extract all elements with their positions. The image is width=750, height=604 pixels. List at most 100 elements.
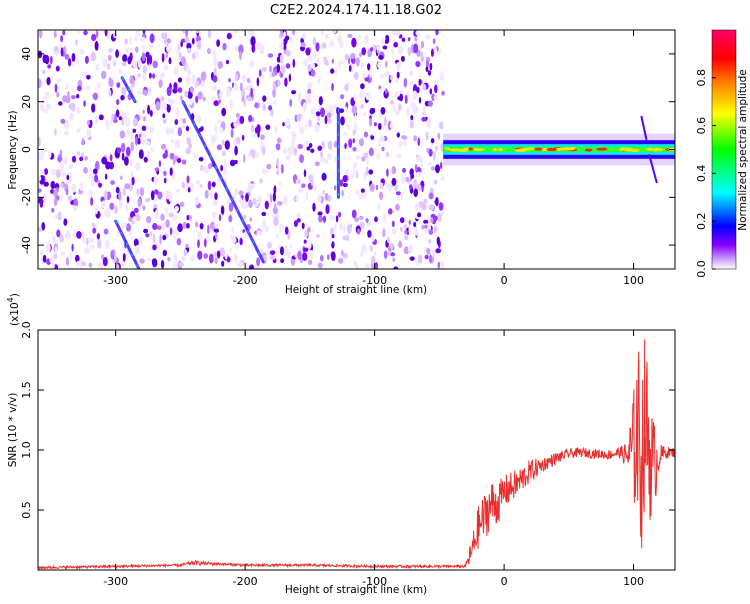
spectrogram-cell	[382, 228, 386, 238]
spectrogram-cell	[96, 30, 99, 38]
spectrogram-cell	[324, 59, 329, 66]
spectrogram-cell	[183, 249, 188, 256]
spectrogram-cell	[364, 77, 369, 82]
spectrogram-cell	[367, 230, 372, 238]
spectrogram-cell	[91, 33, 97, 42]
spectrogram-cell	[356, 57, 360, 67]
spectrogram-cell	[121, 118, 125, 126]
spectrogram-cell	[104, 173, 108, 180]
spectrogram-cell	[268, 105, 273, 111]
spectrogram-cell	[363, 171, 367, 182]
spectrogram-cell	[269, 194, 273, 203]
spectrogram-cell	[374, 251, 377, 256]
spectrogram-cell	[321, 140, 325, 149]
spectrogram-cell	[42, 69, 46, 75]
spectrogram-cell	[377, 61, 382, 69]
spectrogram-cell	[216, 144, 223, 151]
spectrogram-cell	[56, 229, 61, 238]
spectrogram-cell	[209, 190, 213, 200]
snr-x-label: Height of straight line (km)	[285, 584, 427, 596]
spectrogram-cell	[67, 58, 72, 67]
spectrogram-cell	[146, 150, 150, 158]
spectrogram-cell	[149, 43, 154, 49]
spectrogram-cell	[406, 107, 411, 114]
spectrogram-cell	[175, 188, 181, 193]
spectrogram-cell	[69, 112, 74, 122]
spectrogram-cell	[368, 169, 374, 175]
spectrogram-cell	[315, 42, 320, 52]
spectrogram-cell	[250, 148, 254, 156]
spectrogram-cell	[81, 137, 85, 146]
spectrogram-cell	[334, 66, 338, 76]
spectrogram-cell	[254, 151, 259, 159]
spectrogram-cell	[269, 108, 274, 117]
spectrogram-cell	[125, 117, 131, 127]
spectrogram-cell	[320, 157, 326, 163]
spectrogram-cell	[178, 262, 184, 267]
spectrogram-cell	[317, 75, 321, 84]
spectrogram-cell	[364, 263, 371, 269]
spectrogram-cell	[76, 107, 81, 115]
spectrogram-cell	[223, 166, 228, 176]
spectrogram-cell	[44, 91, 50, 99]
spectrogram-cell	[167, 257, 171, 262]
spectrogram-cell	[428, 239, 432, 244]
spectrogram-cell	[396, 71, 400, 79]
spectrogram-cell	[94, 115, 99, 124]
spectrogram-cell	[212, 49, 217, 60]
spectrogram-cell	[368, 118, 373, 127]
spectrogram-cell	[376, 46, 380, 51]
spectrogram-cell	[276, 63, 281, 73]
spectrogram-cell	[425, 60, 430, 68]
spectrogram-cell	[356, 263, 359, 269]
spectrogram-cell	[38, 182, 41, 188]
spectrogram-cell	[137, 73, 142, 78]
spectrogram-cell	[63, 156, 68, 166]
spectrogram-cell	[213, 100, 219, 107]
spectrogram-cell	[302, 252, 308, 261]
spectrogram-cell	[194, 196, 199, 206]
spectrogram-cell	[359, 90, 365, 99]
spectrogram-cell	[128, 217, 133, 222]
spectrogram-cell	[207, 224, 210, 234]
x-tick-label: 0	[501, 274, 508, 287]
spectrogram-cell	[326, 153, 332, 160]
spectrogram-cell	[126, 128, 130, 137]
spectrogram-cell	[65, 188, 69, 196]
spectrogram-cell	[389, 122, 393, 129]
spectrogram-cell	[424, 254, 429, 260]
spectrogram-cell	[177, 157, 182, 164]
spectrogram-cell	[395, 203, 400, 211]
spectrogram-cell	[274, 202, 277, 213]
spectrogram-cell	[359, 215, 364, 220]
spectrogram-cell	[171, 139, 175, 144]
spectrogram-cell	[391, 177, 397, 186]
spectrogram-cell	[386, 168, 389, 177]
signal-band-peak	[646, 147, 653, 151]
spectrogram-cell	[50, 168, 57, 176]
spectrogram-cell	[417, 212, 422, 218]
spectrogram-cell	[418, 97, 422, 104]
spectrogram-cell	[415, 30, 420, 36]
spectrogram-cell	[279, 223, 285, 232]
spectrogram-cell	[381, 146, 385, 152]
spectrogram-cell	[182, 30, 186, 34]
spectrogram-cell	[249, 217, 252, 222]
signal-band-peak	[584, 148, 593, 152]
spectrogram-cell	[143, 228, 149, 234]
x-tick-label: -300	[103, 274, 128, 287]
spectrogram-cell	[245, 264, 250, 269]
spectrogram-cell	[158, 79, 163, 88]
spectrogram-cell	[111, 113, 116, 121]
spectrogram-cell	[339, 108, 345, 113]
spectrogram-cell	[187, 47, 191, 54]
spectrogram-cell	[344, 106, 348, 112]
spectrogram-cell	[164, 149, 168, 159]
spectrogram-cell	[120, 175, 123, 180]
spectrogram-cell	[190, 255, 195, 262]
spectrogram-cell	[389, 100, 394, 105]
spectrogram-cell	[331, 83, 334, 92]
spectrogram-cell	[364, 34, 369, 45]
spectrogram-cell	[163, 170, 167, 177]
spectrogram-cell	[297, 143, 304, 150]
